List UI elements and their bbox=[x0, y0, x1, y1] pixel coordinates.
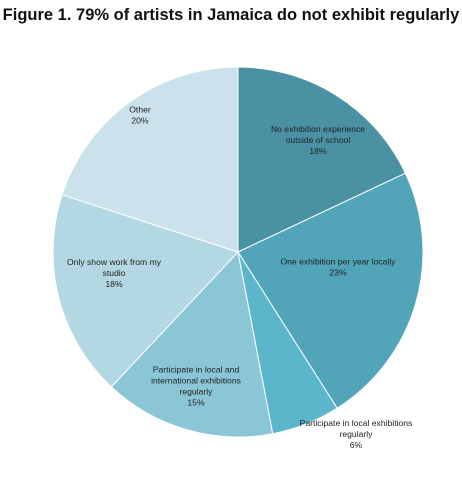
slice-percent: 15% bbox=[187, 398, 205, 408]
chart-title: Figure 1. 79% of artists in Jamaica do n… bbox=[2, 6, 460, 24]
slice-label: One exhibition per year locally 23% bbox=[280, 257, 396, 278]
slice-percent: 6% bbox=[350, 440, 363, 450]
slice-percent: 20% bbox=[131, 116, 149, 126]
slice-label-line: No exhibition experience bbox=[271, 124, 365, 134]
slice-percent: 23% bbox=[329, 268, 347, 278]
slice-label-line: Participate in local and bbox=[153, 365, 240, 375]
slice-label: Only show work from my studio 18% bbox=[67, 257, 162, 289]
pie-slice bbox=[61, 66, 239, 253]
slice-label: Other 20% bbox=[129, 105, 151, 126]
slice-label-line: international exhibitions bbox=[151, 376, 241, 386]
slice-label: No exhibition experience outside of schoo… bbox=[271, 124, 365, 156]
slice-label-line: Participate in local exhibitions bbox=[300, 418, 413, 428]
slice-label-line: regularly bbox=[340, 429, 374, 439]
slice-percent: 18% bbox=[309, 146, 327, 156]
slice-label-line: studio bbox=[103, 268, 126, 278]
slice-label-line: One exhibition per year locally bbox=[280, 257, 396, 267]
pie-slice bbox=[110, 250, 274, 438]
slice-label-line: Other bbox=[129, 105, 151, 115]
pie-slice bbox=[52, 194, 239, 388]
pie-slice bbox=[237, 66, 407, 253]
slice-label-line: outside of school bbox=[286, 135, 351, 145]
slice-label-line: regularly bbox=[180, 387, 214, 397]
pie-slice bbox=[237, 172, 424, 409]
slice-label-line: Only show work from my bbox=[67, 257, 162, 267]
slice-label: Participate in local exhibitions regularl… bbox=[300, 418, 413, 450]
slice-percent: 18% bbox=[105, 279, 123, 289]
slice-label: Participate in local and international ex… bbox=[151, 365, 241, 408]
